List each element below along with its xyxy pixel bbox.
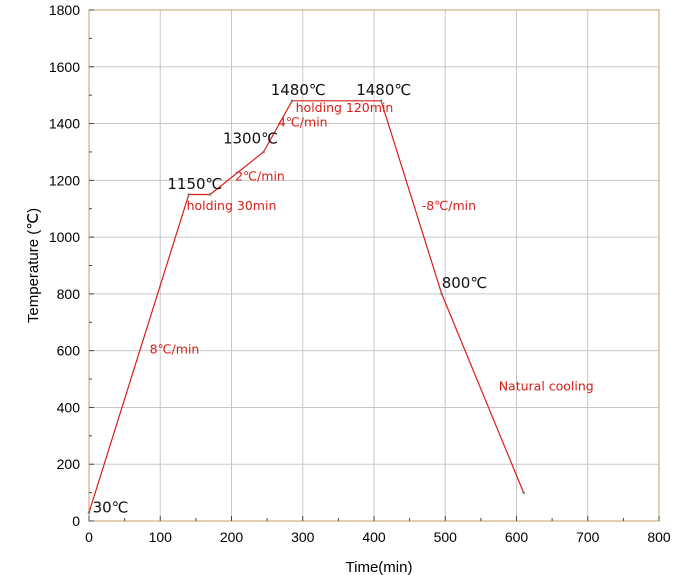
rate-annotation: 8℃/min	[150, 342, 200, 357]
y-tick-labels: 0 200 400 600 800 1000 1200 1400 1600 1800	[49, 2, 80, 529]
x-tick-label: 500	[434, 529, 458, 545]
profile-points	[87, 99, 525, 514]
temperature-annotation: 800℃	[442, 274, 487, 292]
temperature-annotation: 1300℃	[223, 129, 278, 147]
profile-point	[440, 292, 443, 296]
temperature-annotation: 30℃	[93, 498, 129, 516]
grid-lines	[89, 10, 659, 521]
temperature-profile-line	[88, 100, 525, 513]
profile-point	[522, 491, 525, 494]
x-tick-label: 600	[505, 529, 529, 545]
y-tick-label: 1600	[49, 59, 80, 75]
rate-annotation: -8℃/min	[422, 198, 476, 213]
temperature-annotation: 1480℃	[271, 81, 326, 99]
x-tick-label: 0	[85, 529, 93, 545]
y-axis-title: Temperature (℃)	[25, 208, 42, 323]
profile-point	[87, 511, 91, 514]
x-tick-label: 300	[291, 529, 315, 545]
annotations: 30℃ 1150℃ 1300℃ 1480℃ 1480℃ 800℃ 8℃/min holding…	[93, 81, 594, 516]
y-tick-label: 0	[72, 513, 80, 529]
y-tick-label: 1800	[49, 2, 80, 18]
profile-point	[187, 193, 191, 196]
y-tick-label: 600	[57, 343, 81, 359]
rate-annotation: holding 120min	[296, 100, 394, 115]
axis-ticks	[88, 9, 660, 522]
x-tick-label: 800	[647, 529, 671, 545]
y-tick-label: 200	[57, 456, 81, 472]
rate-annotation: 2℃/min	[235, 168, 285, 183]
profile-point	[262, 150, 265, 154]
y-tick-label: 1000	[49, 229, 80, 245]
y-tick-label: 1400	[49, 116, 80, 132]
x-tick-label: 200	[220, 529, 244, 545]
y-tick-label: 1200	[49, 172, 80, 188]
temperature-annotation: 1480℃	[356, 81, 411, 99]
y-tick-label: 800	[57, 286, 81, 302]
temperature-annotation: 1150℃	[167, 175, 222, 193]
x-tick-label: 400	[362, 529, 386, 545]
x-axis-title: Time(min)	[346, 559, 413, 575]
x-tick-labels: 0 100 200 300 400 500 600 700 800	[85, 529, 671, 545]
profile-point	[379, 99, 383, 103]
profile-point	[290, 99, 294, 103]
rate-annotation: 4℃/min	[278, 114, 328, 129]
x-tick-label: 100	[149, 529, 173, 545]
rate-annotation: holding 30min	[187, 198, 277, 213]
rate-annotation: Natural cooling	[499, 378, 594, 393]
y-tick-label: 400	[57, 399, 81, 415]
profile-point	[208, 193, 212, 196]
x-tick-label: 700	[576, 529, 600, 545]
